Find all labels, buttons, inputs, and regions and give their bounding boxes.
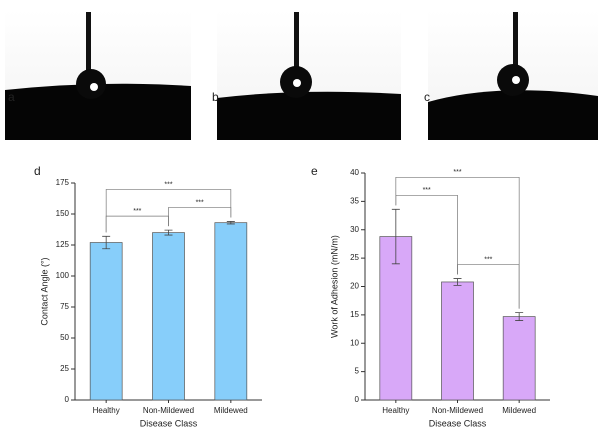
y-tick-label: 15 xyxy=(350,310,359,319)
error-bar xyxy=(391,208,400,265)
y-tick-label: 40 xyxy=(350,168,359,177)
x-tick-label: Non-Mildewed xyxy=(143,406,194,415)
y-tick-label: 150 xyxy=(56,209,70,218)
panel-label: e xyxy=(311,164,318,178)
x-tick-label: Mildewed xyxy=(214,406,248,415)
bar xyxy=(441,281,474,401)
error-bar xyxy=(226,221,235,225)
panel-label: d xyxy=(34,164,41,178)
y-tick-label: 30 xyxy=(350,225,359,234)
significance-label: *** xyxy=(196,199,204,206)
panel-label: b xyxy=(212,90,219,104)
significance-bracket xyxy=(105,189,232,233)
y-tick-label: 25 xyxy=(60,364,69,373)
significance-label: *** xyxy=(484,256,492,263)
y-tick-label: 0 xyxy=(355,395,360,404)
y-tick-label: 175 xyxy=(56,178,70,187)
y-axis-title: Work of Adhesion (mN/m) xyxy=(329,235,339,338)
panel-label: a xyxy=(8,90,15,104)
photo-a xyxy=(5,10,191,140)
y-axis-title: Contact Angle (°) xyxy=(39,257,49,325)
significance-label: *** xyxy=(453,169,461,176)
y-tick-label: 35 xyxy=(350,196,359,205)
y-tick-label: 25 xyxy=(350,253,359,262)
significance-label: *** xyxy=(133,208,141,215)
x-tick-label: Healthy xyxy=(93,406,120,415)
x-tick-label: Healthy xyxy=(382,406,409,415)
bar xyxy=(152,232,185,401)
significance-bracket xyxy=(395,176,520,309)
error-bar xyxy=(453,278,462,286)
bar xyxy=(214,222,248,401)
y-tick-label: 5 xyxy=(355,367,360,376)
error-bar xyxy=(102,235,111,250)
photo-c xyxy=(428,10,598,140)
significance-label: *** xyxy=(164,181,172,188)
x-tick-label: Mildewed xyxy=(502,406,536,415)
significance-label: *** xyxy=(423,187,431,194)
photo-b xyxy=(217,10,401,140)
bar xyxy=(89,242,123,401)
x-tick-label: Non-Mildewed xyxy=(432,406,483,415)
error-bar xyxy=(164,229,173,236)
x-axis-title: Disease Class xyxy=(140,418,198,428)
y-tick-label: 50 xyxy=(60,333,69,342)
y-tick-label: 100 xyxy=(56,271,70,280)
bar xyxy=(502,316,536,401)
significance-bracket xyxy=(105,215,169,233)
panel-label: c xyxy=(424,90,430,104)
y-tick-label: 0 xyxy=(65,395,70,404)
y-tick-label: 10 xyxy=(350,338,359,347)
y-tick-label: 75 xyxy=(60,302,69,311)
y-tick-label: 20 xyxy=(350,282,359,291)
y-tick-label: 125 xyxy=(56,240,70,249)
x-axis-title: Disease Class xyxy=(429,418,487,428)
error-bar xyxy=(515,312,524,321)
